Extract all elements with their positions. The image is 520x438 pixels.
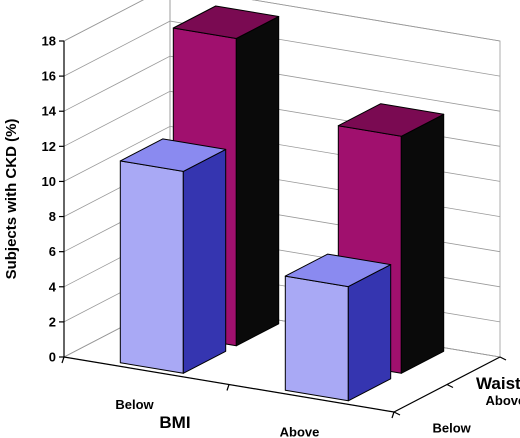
y-tick-label: 14 xyxy=(42,104,57,119)
z-axis-title: Waist xyxy=(476,374,520,393)
y-tick-label: 16 xyxy=(42,69,56,84)
x-category-label-above: Above xyxy=(280,424,320,438)
bar-side-face xyxy=(347,264,392,402)
x-tick-0 xyxy=(61,356,65,364)
y-tick-label: 8 xyxy=(49,209,56,224)
z-category-label-below: Below xyxy=(433,420,472,435)
bar-top-face xyxy=(284,253,392,288)
bar-bmi-below-waist-below xyxy=(119,138,227,374)
y-tick-label: 18 xyxy=(42,34,56,49)
z-category-label-above: Above xyxy=(486,393,520,408)
y-tick-label: 2 xyxy=(49,314,56,329)
bar-side-face xyxy=(182,148,227,374)
gridline-18 xyxy=(63,0,501,42)
x-axis-title: BMI xyxy=(159,413,190,432)
bar-top-face xyxy=(119,138,227,172)
z-tick-2 xyxy=(499,356,507,361)
y-axis-title: Subjects with CKD (%) xyxy=(3,119,20,280)
y-tick-label: 12 xyxy=(42,139,56,154)
y-tick-label: 6 xyxy=(49,244,56,259)
bar-bmi-above-waist-below xyxy=(284,253,392,402)
z-tick-1 xyxy=(446,383,454,389)
gridline-16 xyxy=(63,20,501,77)
gridline-14 xyxy=(63,55,501,112)
x-tick-1 xyxy=(226,384,230,391)
y-tick-label: 10 xyxy=(42,174,56,189)
bar-top-face xyxy=(337,103,445,137)
bar-front-face xyxy=(119,160,184,374)
bar-side-face xyxy=(235,16,280,347)
z-tick-0 xyxy=(393,411,401,416)
y-tick-label: 4 xyxy=(49,279,57,294)
x-category-label-below: Below xyxy=(115,397,154,412)
bar-side-face xyxy=(400,113,445,374)
bar-front-face xyxy=(284,275,349,402)
y-tick-label: 0 xyxy=(49,350,56,365)
bar-top-face xyxy=(172,5,280,39)
x-tick-2 xyxy=(391,411,395,419)
